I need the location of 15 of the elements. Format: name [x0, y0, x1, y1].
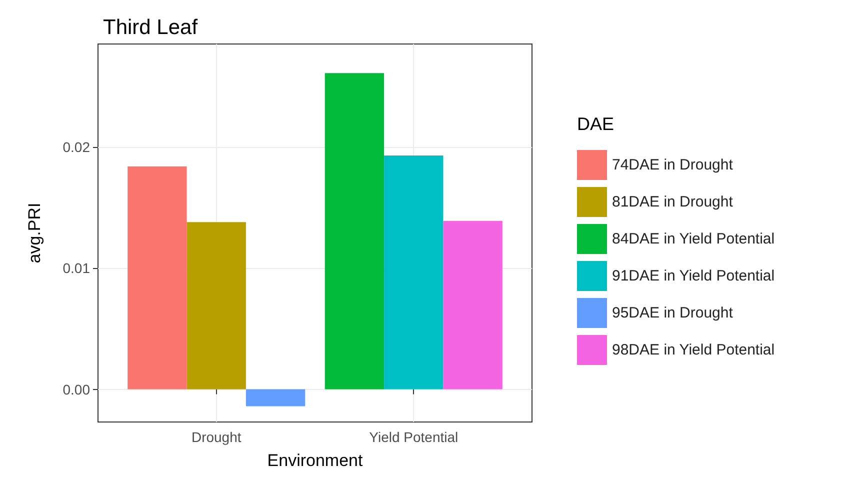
- x-tick-label: Drought: [191, 429, 242, 445]
- x-axis-title: Environment: [267, 451, 363, 470]
- legend-label: 74DAE in Drought: [612, 156, 734, 174]
- legend-label: 91DAE in Yield Potential: [612, 268, 775, 284]
- legend-label: 98DAE in Yield Potential: [612, 342, 775, 358]
- legend-label: 95DAE in Drought: [612, 304, 734, 322]
- y-tick-label: 0.00: [62, 381, 90, 398]
- y-tick-label: 0.02: [62, 138, 90, 155]
- chart-title: Third Leaf: [103, 16, 198, 39]
- legend-label: 84DAE in Yield Potential: [612, 230, 775, 248]
- legend-label: 81DAE in Drought: [612, 194, 734, 210]
- y-axis-title: avg.PRI: [25, 202, 44, 264]
- x-tick-label: Yield Potential: [369, 429, 458, 445]
- legend-title: DAE: [577, 114, 614, 134]
- y-tick-label: 0.01: [62, 260, 90, 276]
